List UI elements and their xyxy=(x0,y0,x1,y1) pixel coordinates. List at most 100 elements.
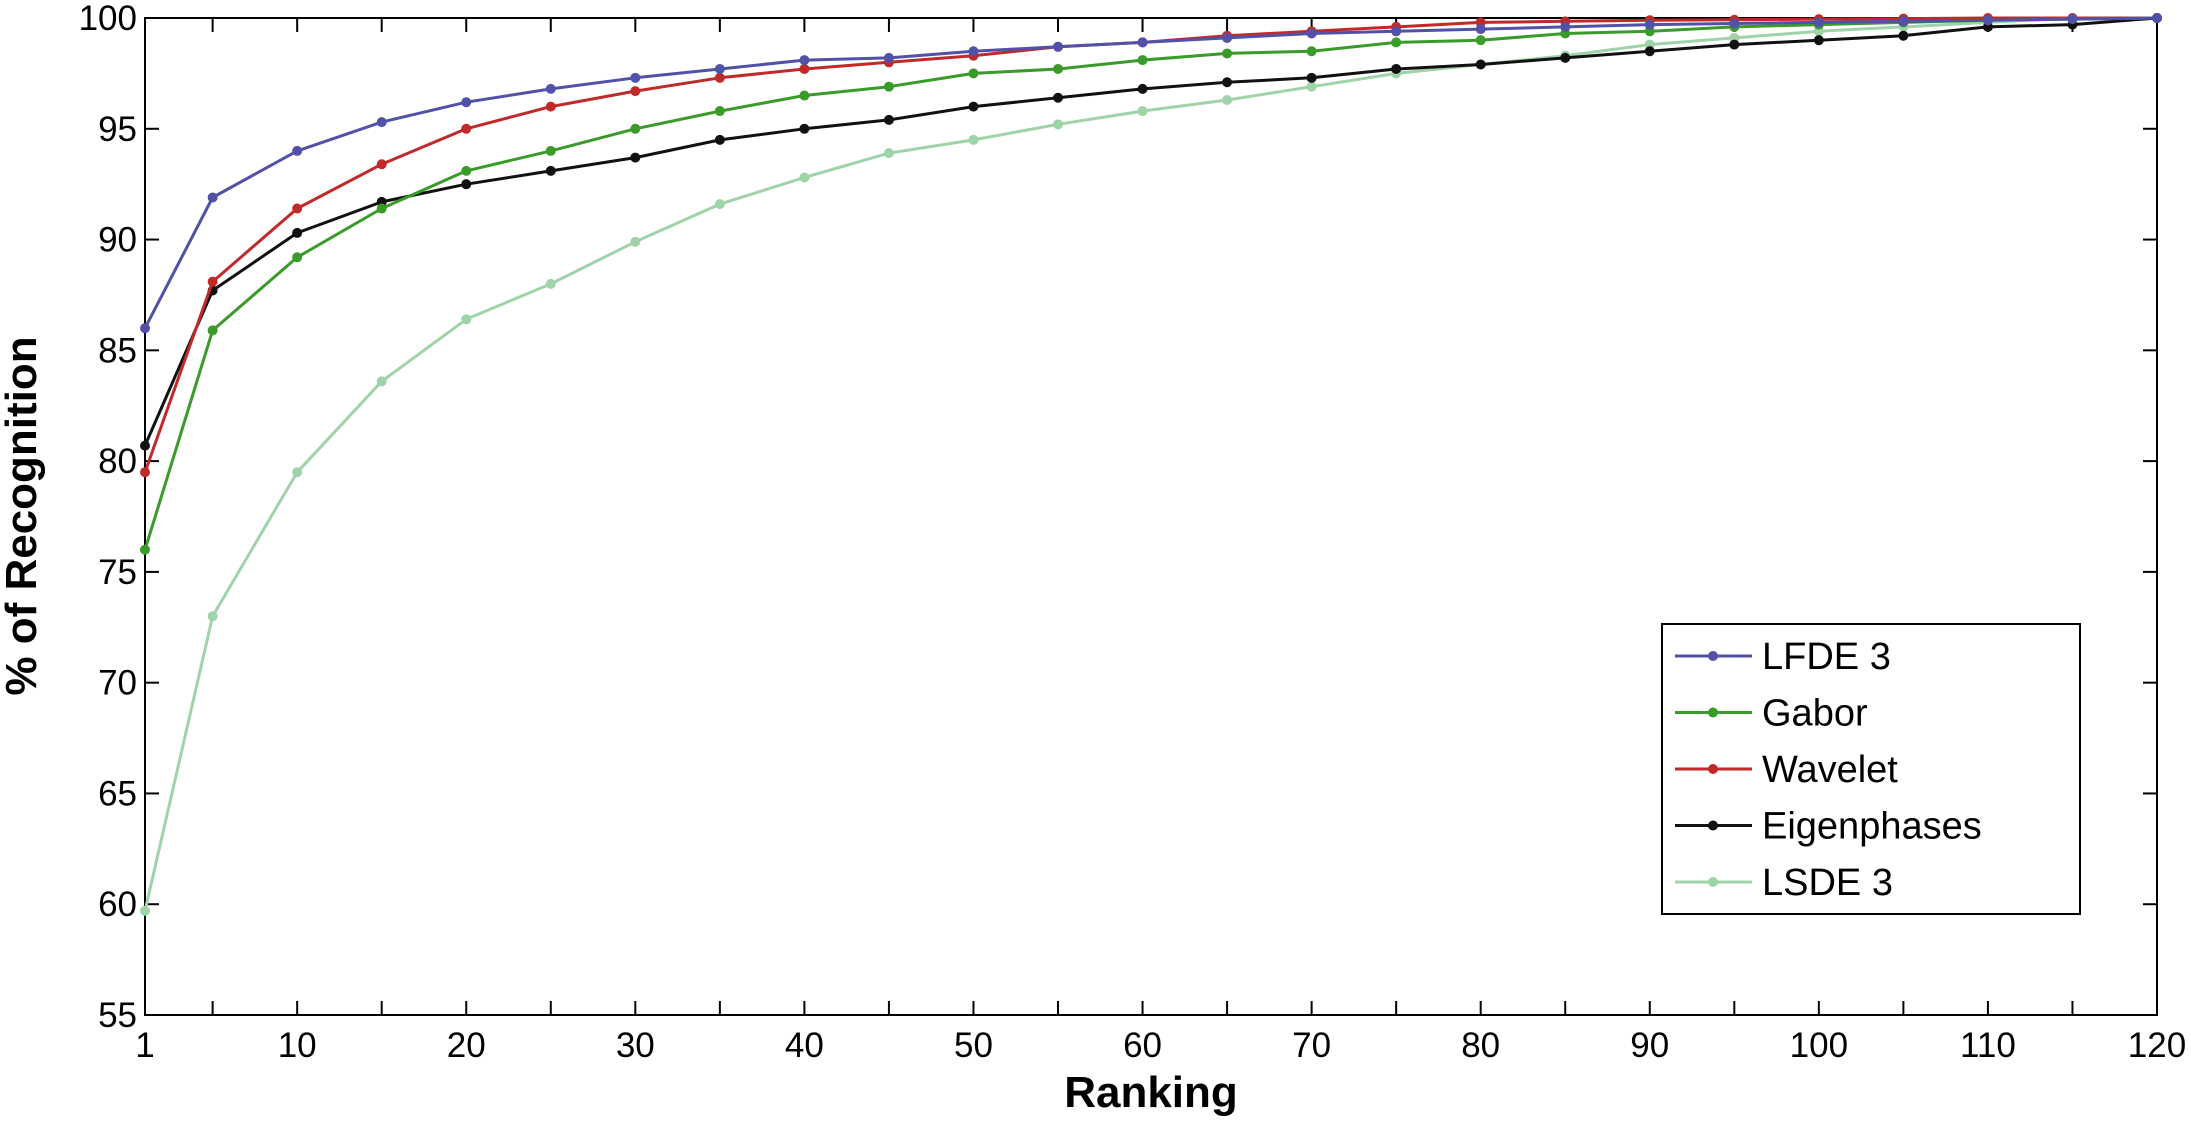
data-point xyxy=(140,905,150,916)
data-point xyxy=(630,123,641,134)
data-point xyxy=(630,152,641,163)
data-point xyxy=(1137,55,1148,66)
data-point xyxy=(1137,106,1148,117)
data-point xyxy=(140,440,150,451)
data-point xyxy=(714,199,725,210)
data-point xyxy=(1222,94,1233,105)
data-point xyxy=(1222,48,1233,59)
y-tick-label: 85 xyxy=(98,331,137,370)
data-point xyxy=(2152,13,2162,23)
data-point xyxy=(1391,26,1402,37)
data-point xyxy=(207,611,218,622)
data-point xyxy=(630,72,641,83)
y-axis-title: % of Recognition xyxy=(0,336,46,695)
data-point xyxy=(1729,39,1740,50)
data-point xyxy=(1053,41,1064,52)
data-point xyxy=(968,101,979,112)
data-point xyxy=(1475,24,1486,35)
data-point xyxy=(883,81,894,92)
y-tick-label: 65 xyxy=(98,774,137,813)
data-point xyxy=(1813,17,1824,28)
x-tick-label: 90 xyxy=(1630,1026,1669,1065)
data-point xyxy=(545,101,556,112)
x-axis-title: Ranking xyxy=(1064,1068,1238,1117)
data-point xyxy=(968,134,979,145)
data-point xyxy=(461,179,472,190)
data-point xyxy=(1053,119,1064,130)
data-point xyxy=(1391,63,1402,74)
data-point xyxy=(883,148,894,159)
data-point xyxy=(1982,15,1993,26)
x-tick-label: 1 xyxy=(135,1026,154,1065)
data-point xyxy=(799,123,810,134)
data-point xyxy=(2067,14,2078,25)
y-tick-label: 90 xyxy=(98,221,137,260)
data-point xyxy=(1137,83,1148,94)
data-point xyxy=(1222,77,1233,88)
data-point xyxy=(799,90,810,101)
data-point xyxy=(1560,52,1571,63)
data-point xyxy=(1306,28,1317,39)
legend-swatch-marker xyxy=(1708,764,1718,774)
data-point xyxy=(207,192,218,203)
legend-item-lfde-3: LFDE 3 xyxy=(1675,636,1891,678)
data-point xyxy=(1306,46,1317,57)
data-point xyxy=(968,46,979,57)
data-point xyxy=(714,63,725,74)
y-tick-label: 80 xyxy=(98,442,137,481)
data-point xyxy=(883,52,894,63)
data-point xyxy=(376,203,387,214)
data-point xyxy=(1222,32,1233,43)
y-axis-ticks: 55 60 65 70 75 80 85 90 95 100 xyxy=(79,0,2157,1035)
y-tick-label: 75 xyxy=(98,553,137,592)
data-point xyxy=(799,55,810,66)
x-tick-label: 100 xyxy=(1790,1026,1848,1065)
data-point xyxy=(1729,18,1740,29)
data-point xyxy=(1560,21,1571,32)
x-tick-label: 60 xyxy=(1123,1026,1162,1065)
x-tick-label: 20 xyxy=(447,1026,486,1065)
y-tick-label: 95 xyxy=(98,110,137,149)
data-point xyxy=(1306,81,1317,92)
data-point xyxy=(1391,37,1402,48)
data-point xyxy=(1898,30,1909,41)
x-tick-label: 70 xyxy=(1292,1026,1331,1065)
data-point xyxy=(1053,92,1064,103)
legend-swatch-marker xyxy=(1708,820,1718,831)
data-point xyxy=(140,544,150,555)
data-point xyxy=(714,106,725,117)
data-point xyxy=(968,68,979,79)
data-point xyxy=(714,72,725,83)
x-tick-label: 30 xyxy=(616,1026,655,1065)
data-point xyxy=(140,323,150,334)
y-tick-label: 60 xyxy=(98,885,137,924)
data-point xyxy=(207,325,218,336)
data-point xyxy=(140,467,150,478)
legend: LFDE 3 Gabor Wavelet Eigenphases LSDE 3 xyxy=(1661,623,2081,915)
x-tick-label: 120 xyxy=(2128,1026,2186,1065)
data-point xyxy=(630,236,641,247)
legend-swatch-marker xyxy=(1708,651,1718,661)
legend-swatch-marker xyxy=(1708,707,1718,718)
legend-label: Gabor xyxy=(1762,693,1868,735)
data-point xyxy=(630,86,641,97)
data-point xyxy=(376,376,387,387)
data-point xyxy=(207,276,218,287)
series-lfde-3 xyxy=(140,13,2162,334)
legend-label: LSDE 3 xyxy=(1762,862,1893,904)
legend-label: Eigenphases xyxy=(1762,806,1982,848)
data-point xyxy=(545,278,556,289)
data-point xyxy=(292,252,303,263)
data-point xyxy=(1475,59,1486,70)
data-point xyxy=(799,172,810,183)
x-axis-ticks: 1 10 20 30 40 50 60 70 80 90 100 110 120 xyxy=(135,18,2186,1065)
data-point xyxy=(545,145,556,156)
legend-item-gabor: Gabor xyxy=(1675,693,1868,735)
y-tick-label: 100 xyxy=(79,0,137,38)
legend-item-eigenphases: Eigenphases xyxy=(1675,806,1982,848)
data-point xyxy=(1137,37,1148,48)
series-layer xyxy=(140,13,2162,916)
data-point xyxy=(1898,16,1909,27)
data-point xyxy=(1475,35,1486,46)
